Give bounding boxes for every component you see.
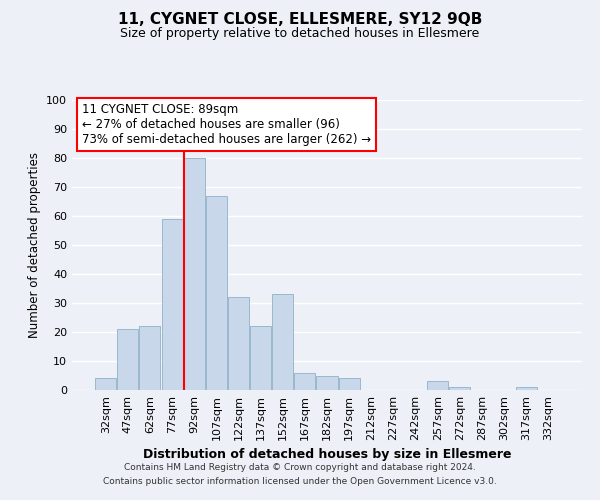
Bar bbox=[161, 219, 182, 390]
Bar bbox=[272, 294, 293, 390]
Bar bbox=[95, 378, 116, 390]
Bar bbox=[250, 326, 271, 390]
Bar bbox=[184, 158, 205, 390]
Text: Size of property relative to detached houses in Ellesmere: Size of property relative to detached ho… bbox=[121, 28, 479, 40]
Bar bbox=[206, 196, 227, 390]
Bar bbox=[427, 382, 448, 390]
Text: Contains HM Land Registry data © Crown copyright and database right 2024.: Contains HM Land Registry data © Crown c… bbox=[124, 464, 476, 472]
Text: 11 CYGNET CLOSE: 89sqm
← 27% of detached houses are smaller (96)
73% of semi-det: 11 CYGNET CLOSE: 89sqm ← 27% of detached… bbox=[82, 103, 371, 146]
Y-axis label: Number of detached properties: Number of detached properties bbox=[28, 152, 41, 338]
X-axis label: Distribution of detached houses by size in Ellesmere: Distribution of detached houses by size … bbox=[143, 448, 511, 462]
Bar bbox=[515, 387, 536, 390]
Bar bbox=[295, 372, 316, 390]
Text: Contains public sector information licensed under the Open Government Licence v3: Contains public sector information licen… bbox=[103, 477, 497, 486]
Bar bbox=[118, 329, 139, 390]
Bar bbox=[338, 378, 359, 390]
Bar bbox=[139, 326, 160, 390]
Bar bbox=[316, 376, 338, 390]
Bar bbox=[228, 297, 249, 390]
Text: 11, CYGNET CLOSE, ELLESMERE, SY12 9QB: 11, CYGNET CLOSE, ELLESMERE, SY12 9QB bbox=[118, 12, 482, 28]
Bar bbox=[449, 387, 470, 390]
